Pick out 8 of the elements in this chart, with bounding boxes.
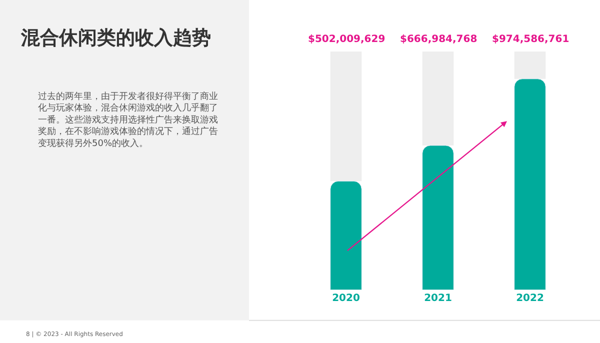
- text: 混合休闲类的收入趋势: [20, 27, 211, 49]
- x-tick-label: 2020: [332, 292, 360, 304]
- data-label: $974,586,761: [492, 34, 570, 45]
- data-label: $666,984,768: [400, 34, 478, 45]
- x-tick-label: 2022: [516, 292, 544, 304]
- data-label: $502,009,629: [308, 34, 386, 45]
- x-tick-label: 2021: [424, 292, 452, 304]
- text: 过去的两年里，由于开发者很好得平衡了商业化与玩家体验，混合休闲游戏的收入几乎翻了一番。这些游戏支持用选择性广告来换取游戏奖励，在不影响游戏体验的情况下，通过广告变现获得另外50%的收入。: [38, 91, 218, 149]
